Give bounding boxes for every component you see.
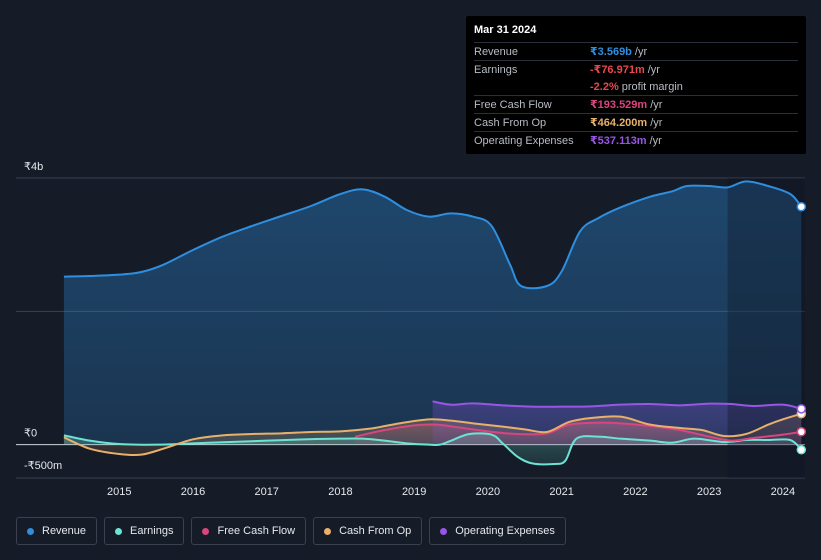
- tooltip-unit: profit margin: [621, 80, 683, 93]
- legend-dot-icon: [115, 527, 123, 535]
- revenue-line: [63, 180, 803, 290]
- tooltip-value: -₹76.971m: [590, 64, 645, 76]
- tooltip-value: ₹193.529m: [590, 99, 648, 111]
- tooltip-key: Revenue: [474, 45, 519, 58]
- y-tick-label: ₹0: [24, 428, 37, 440]
- legend-dot-icon: [27, 527, 34, 535]
- revenue-endpoint: [796, 201, 807, 212]
- series-areas: [63, 181, 802, 465]
- legend-label: Earnings: [130, 525, 174, 537]
- x-tick-label: 2017: [254, 486, 278, 498]
- x-tick-label: 2019: [402, 486, 426, 498]
- legend-item-cash-from-op[interactable]: Cash From Op: [313, 517, 423, 545]
- x-axis: 2015 2016 2017 2018 2019 2020 2021 2022 2023 2024: [107, 486, 795, 498]
- data-tooltip: Mar 31 2024 Revenue ₹3.569b/yr Earnings -₹7…: [466, 16, 806, 154]
- revenue-area: [63, 181, 802, 445]
- y-axis: ₹4b ₹0 -₹500m: [24, 161, 62, 472]
- legend-label: Operating Expenses: [455, 525, 555, 537]
- x-tick-label: 2020: [476, 486, 500, 498]
- legend-item-free-cash-flow[interactable]: Free Cash Flow: [191, 517, 307, 545]
- legend-item-earnings[interactable]: Earnings: [104, 517, 185, 545]
- series-endpoints: [796, 201, 807, 455]
- tooltip-unit: /yr: [634, 45, 648, 58]
- cash-from-op-line: [63, 412, 802, 457]
- tooltip-value: -2.2%: [590, 80, 619, 93]
- x-tick-label: 2018: [328, 486, 352, 498]
- legend-dot-icon: [202, 527, 210, 535]
- tooltip-key: Earnings: [474, 63, 518, 76]
- x-tick-label: 2024: [771, 486, 795, 498]
- x-tick-label: 2022: [623, 486, 647, 498]
- tooltip-row: Operating Expenses ₹537.113m/yr: [474, 131, 798, 149]
- earnings-endpoint: [796, 445, 807, 455]
- y-tick-label: ₹4b: [24, 161, 43, 173]
- x-tick-label: 2023: [697, 486, 721, 498]
- free-cash-flow-line: [354, 421, 802, 442]
- free-cash-flow-endpoint: [796, 427, 807, 437]
- legend-dot-icon: [440, 527, 448, 535]
- tooltip-key: Operating Expenses: [474, 134, 574, 147]
- earnings-line: [63, 432, 803, 466]
- tooltip-row: Earnings -₹76.971m/yr: [474, 60, 798, 78]
- tooltip-unit: /yr: [649, 134, 662, 147]
- tooltip-key: Free Cash Flow: [474, 98, 552, 111]
- tooltip-key: Cash From Op: [474, 116, 547, 129]
- highlight-region: [727, 178, 805, 478]
- tooltip-unit: /yr: [647, 63, 660, 76]
- legend-label: Revenue: [42, 525, 87, 537]
- legend-dot-icon: [324, 527, 332, 535]
- operating-expenses-endpoint: [796, 404, 807, 414]
- tooltip-unit: /yr: [650, 116, 663, 129]
- tooltip-value: ₹3.569b: [590, 46, 632, 58]
- chart-legend: Revenue Earnings Free Cash Flow Cash From O…: [16, 517, 566, 545]
- series-lines: [63, 180, 803, 466]
- tooltip-row: -2.2% profit margin: [474, 78, 798, 95]
- operating-expenses-line: [432, 400, 802, 410]
- legend-label: Cash From Op: [339, 525, 412, 537]
- tooltip-date: Mar 31 2024: [474, 24, 537, 36]
- x-tick-label: 2016: [181, 486, 205, 498]
- forecast-highlight: [727, 178, 805, 478]
- x-tick-label: 2021: [549, 486, 573, 498]
- tooltip-rows: Revenue ₹3.569b/yr Earnings -₹76.971m/yr -2.…: [474, 42, 798, 149]
- legend-item-operating-expenses[interactable]: Operating Expenses: [429, 517, 566, 545]
- tooltip-row: Revenue ₹3.569b/yr: [474, 42, 798, 60]
- tooltip-row: Free Cash Flow ₹193.529m/yr: [474, 95, 798, 113]
- tooltip-unit: /yr: [650, 98, 663, 111]
- tooltip-row: Cash From Op ₹464.200m/yr: [474, 113, 798, 131]
- y-tick-label: -₹500m: [24, 460, 62, 472]
- legend-item-revenue[interactable]: Revenue: [16, 517, 98, 545]
- tooltip-value: ₹464.200m: [590, 117, 648, 129]
- tooltip-value: ₹537.113m: [590, 135, 647, 147]
- x-tick-label: 2015: [107, 486, 131, 498]
- legend-label: Free Cash Flow: [217, 525, 296, 537]
